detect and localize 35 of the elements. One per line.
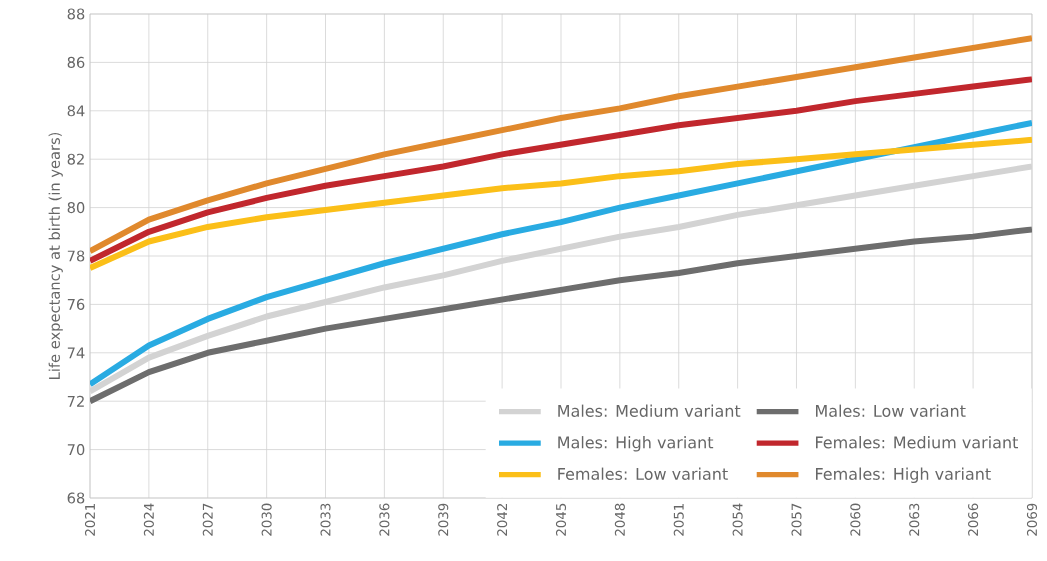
x-tick-label: 2066	[968, 503, 979, 536]
y-tick-label: 86	[67, 56, 85, 68]
x-tick-label: 2021	[84, 503, 96, 536]
x-tick-label: 2048	[614, 503, 625, 536]
y-tick-label: 84	[67, 105, 85, 117]
legend-label: Males: High variant	[558, 436, 714, 452]
y-tick-label: 78	[67, 250, 85, 262]
y-tick-label: 70	[67, 444, 85, 456]
y-tick-label: 74	[67, 347, 85, 359]
y-tick-label: 68	[67, 492, 85, 504]
legend-label: Males: Medium variant	[558, 404, 741, 417]
y-axis-title: Life expectancy at birth (in years)	[48, 132, 63, 379]
x-tick-label: 2051	[673, 503, 684, 536]
x-tick-label: 2060	[850, 503, 861, 536]
x-tick-label: 2030	[261, 503, 272, 536]
x-tick-label: 2039	[438, 503, 449, 536]
x-tick-label: 2036	[379, 503, 390, 536]
x-tick-label: 2057	[791, 503, 802, 536]
y-tick-label: 76	[67, 298, 85, 310]
y-tick-label: 72	[67, 395, 84, 407]
legend-label: Males: Low variant	[816, 404, 966, 417]
legend-label: Females: Low variant	[558, 467, 728, 480]
x-tick-label: 2045	[555, 503, 567, 536]
y-tick-label: 88	[67, 8, 85, 20]
legend-label: Females: Medium variant	[816, 436, 1018, 449]
legend-label: Females: High variant	[816, 467, 991, 484]
x-tick-label: 2024	[143, 503, 154, 536]
x-tick-label: 2054	[732, 503, 743, 536]
x-tick-label: 2033	[320, 503, 331, 536]
y-tick-label: 80	[67, 202, 85, 214]
x-tick-label: 2063	[909, 503, 920, 536]
x-tick-label: 2042	[497, 504, 508, 536]
y-tick-label: 82	[67, 153, 84, 165]
x-tick-label: 2069	[1026, 503, 1038, 536]
x-tick-label: 2027	[202, 503, 213, 536]
